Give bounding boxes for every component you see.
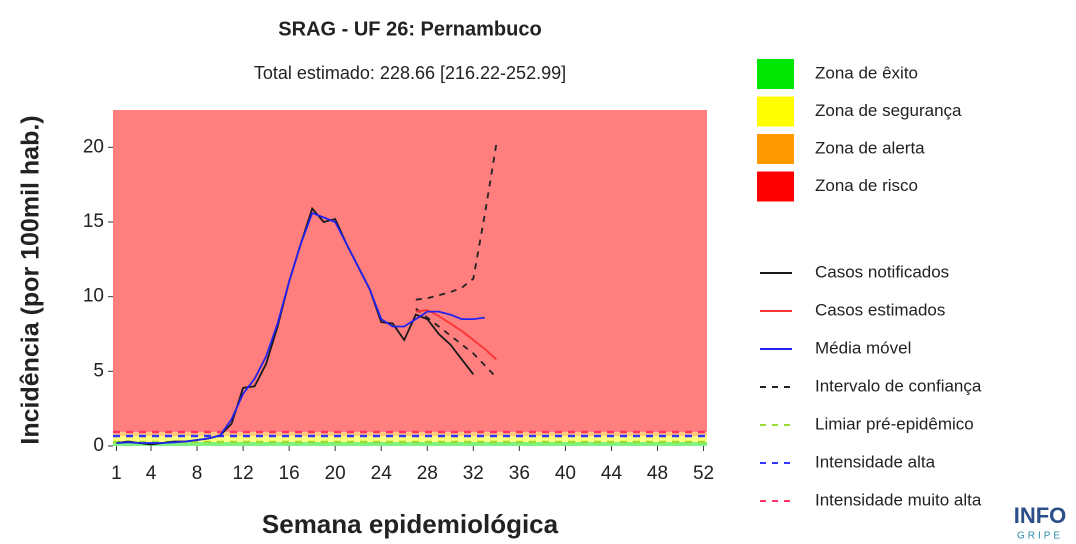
- legend-swatch: [757, 59, 794, 89]
- legend-swatch: [757, 171, 794, 202]
- legend-swatch: [757, 96, 794, 127]
- legend-label: Intervalo de confiança: [815, 376, 982, 395]
- x-tick-label: 24: [371, 463, 393, 484]
- y-tick-label: 0: [93, 435, 104, 456]
- legend-label: Casos notificados: [815, 262, 949, 281]
- legend-label: Intensidade muito alta: [815, 490, 982, 509]
- x-tick-label: 8: [192, 463, 203, 484]
- series-line: [116, 211, 485, 444]
- y-tick-label: 10: [83, 286, 104, 307]
- x-tick-label: 4: [146, 463, 157, 484]
- x-tick-label: 28: [417, 463, 438, 484]
- x-tick-label: 16: [279, 463, 300, 484]
- x-axis-label: Semana epidemiológica: [262, 509, 559, 539]
- x-tick-label: 48: [647, 463, 668, 484]
- x-tick-label: 32: [463, 463, 484, 484]
- legend-label: Zona de risco: [815, 176, 918, 195]
- legend-label: Limiar pré-epidêmico: [815, 414, 974, 433]
- interval-upper: [415, 144, 498, 301]
- legend-label: Zona de êxito: [815, 63, 918, 82]
- zone-band: [113, 435, 707, 442]
- x-tick-label: 40: [555, 463, 576, 484]
- y-tick-label: 15: [83, 211, 104, 232]
- x-tick-label: 44: [601, 463, 623, 484]
- x-tick-label: 36: [509, 463, 530, 484]
- zone-band: [113, 110, 707, 432]
- chart-title: SRAG - UF 26: Pernambuco: [278, 18, 541, 40]
- legend-label: Casos estimados: [815, 300, 945, 319]
- logo-sub: GRIPE: [1017, 531, 1063, 542]
- x-tick-label: 12: [233, 463, 254, 484]
- legend-label: Intensidade alta: [815, 452, 936, 471]
- x-tick-label: 20: [325, 463, 346, 484]
- y-tick-label: 20: [83, 136, 104, 157]
- y-tick-label: 5: [93, 360, 104, 381]
- y-axis-label: Incidência (por 100mil hab.): [17, 115, 45, 444]
- legend-label: Zona de segurança: [815, 101, 962, 120]
- zone-band: [113, 441, 707, 446]
- chart-subtitle: Total estimado: 228.66 [216.22-252.99]: [254, 63, 566, 83]
- legend-swatch: [757, 134, 794, 164]
- zone-band: [113, 431, 707, 436]
- interval-lower: [415, 307, 497, 378]
- legend-label: Zona de alerta: [815, 138, 925, 157]
- x-tick-label: 1: [111, 463, 122, 484]
- x-tick-label: 52: [693, 463, 714, 484]
- logo-main: INFO: [1014, 503, 1067, 528]
- legend-label: Média móvel: [815, 338, 911, 357]
